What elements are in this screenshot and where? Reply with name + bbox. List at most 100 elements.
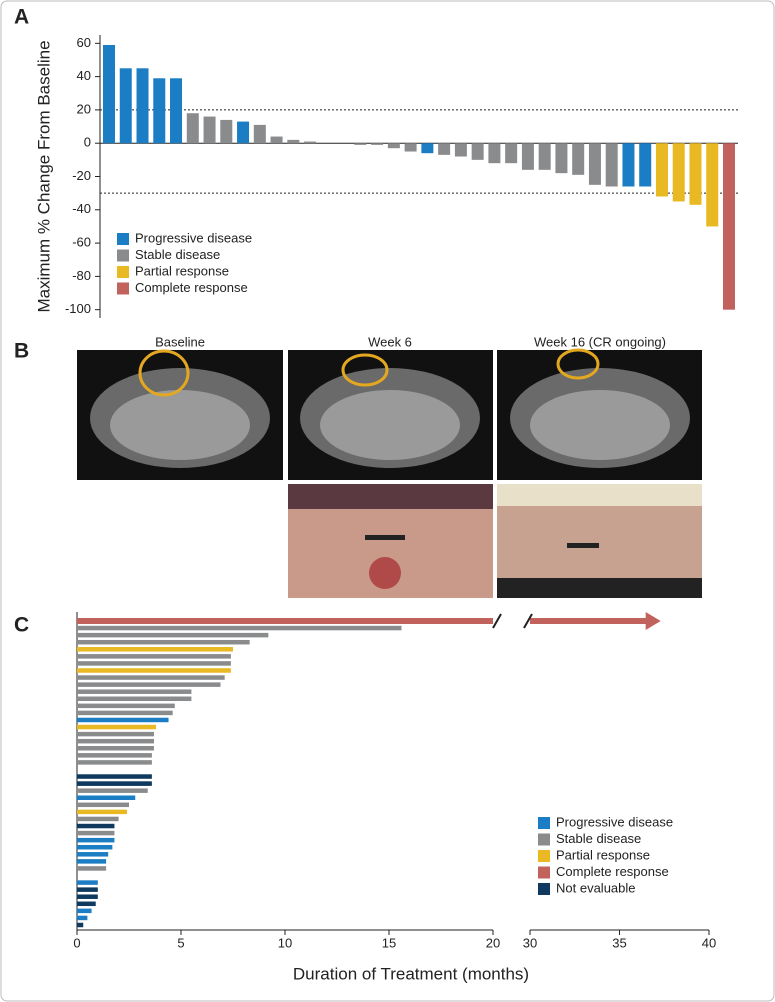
bar [404,143,417,152]
bar [655,143,668,197]
bar [521,143,534,170]
ct-scan [77,349,283,480]
bar [77,675,225,680]
bar [387,143,400,149]
bar [588,143,601,185]
bar [354,143,367,145]
legend-label: Partial response [135,263,229,278]
ct-scan [288,350,493,480]
bar [555,143,568,174]
bar [77,668,231,673]
y-tick-label: -40 [72,201,91,216]
bar [77,746,154,751]
y-axis-label: Maximum % Change From Baseline [34,40,53,312]
bar [471,143,484,160]
bar [505,143,518,164]
bar [723,143,735,310]
bar [421,143,434,154]
bar [220,119,233,144]
panel-label: B [14,340,29,363]
bar [77,654,231,659]
bar [77,703,175,709]
photo [497,484,702,598]
legend-swatch [538,850,550,862]
bar [253,124,266,144]
bar [77,788,148,793]
x-tick-label: 0 [73,935,80,950]
bar [77,661,231,666]
bar [605,143,618,187]
bar [77,795,136,800]
bar [77,682,221,687]
legend-label: Complete response [135,280,248,295]
bar [119,68,132,144]
bar [438,143,451,155]
legend-label: Progressive disease [135,230,252,245]
legend-swatch [117,249,129,262]
y-tick-label: -20 [72,168,91,183]
y-tick-label: -80 [72,268,91,283]
bar [77,844,113,850]
bar [186,113,199,144]
bar [77,632,269,638]
legend-label: Partial response [556,847,650,862]
y-tick-label: -100 [65,301,91,316]
bar [77,837,115,843]
bar [136,68,149,144]
legend-swatch [117,266,129,278]
bar [77,724,157,730]
image-label: Week 16 (CR ongoing) [534,334,666,349]
x-tick-label: 15 [382,935,396,950]
bar [203,116,216,144]
bar [77,717,169,723]
image-label: Week 6 [368,334,412,349]
bar [77,781,152,786]
bar [77,922,84,928]
bar [689,143,702,205]
photo [288,484,493,598]
bar [706,143,719,227]
bar [77,866,107,871]
x-tick-label: 35 [612,935,626,950]
y-tick-label: 20 [77,101,91,116]
legend-swatch [538,817,550,829]
legend-label: Progressive disease [556,814,673,829]
bar [270,136,283,144]
bar [530,618,647,624]
bar [77,823,115,829]
bar [77,774,152,779]
bar [77,887,98,892]
bar [672,143,685,202]
x-tick-label: 20 [486,935,500,950]
bar [77,894,98,899]
bar [153,78,166,144]
panel-label: A [14,6,29,29]
bar [572,143,585,175]
bar [77,908,92,914]
legend-swatch [117,282,129,295]
image-label: Baseline [155,334,205,349]
bar [77,859,107,864]
bar [639,143,652,187]
bar [538,143,551,170]
bar [371,143,384,145]
legend-swatch [538,866,550,879]
legend-label: Not evaluable [556,880,636,895]
bar [77,915,88,921]
bar [77,901,96,907]
bar [77,880,98,885]
bar [77,625,402,631]
bar [77,738,154,744]
bar [77,696,192,702]
bar [237,121,250,144]
bar [77,731,154,737]
legend-swatch [538,883,550,895]
x-tick-label: 10 [278,935,292,950]
y-tick-label: -60 [72,235,91,250]
bar [77,830,115,836]
bar [454,143,467,157]
y-tick-label: 40 [77,68,91,83]
bar [77,852,109,857]
bar [77,618,493,624]
bar [622,143,635,187]
